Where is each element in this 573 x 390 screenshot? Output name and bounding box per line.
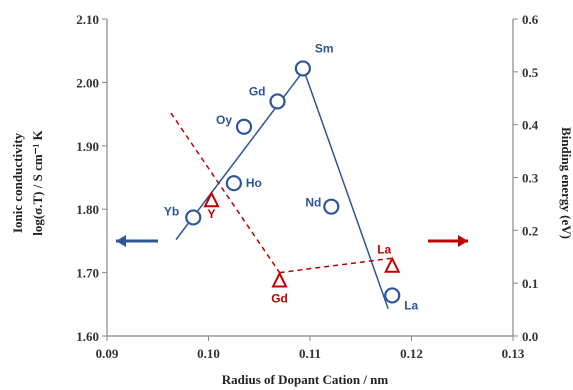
markers-group	[185, 60, 401, 304]
conductivity-point-label-sm: Sm	[315, 41, 334, 55]
y-right-tick-label: 0.2	[522, 223, 538, 238]
conductivity-trend-line	[303, 70, 389, 309]
x-tick-label: 0.13	[502, 346, 525, 361]
y-right-tick-label: 0.3	[522, 171, 539, 186]
y-right-axis-title: Binding energy (eV)	[559, 127, 573, 239]
y-left-tick-label: 1.60	[76, 329, 99, 344]
y-right-tick-label: 0.4	[522, 118, 539, 133]
binding-energy-point-y	[203, 190, 220, 208]
conductivity-point-nd	[323, 198, 340, 215]
y-left-axis-title-line2: log(σ.T) / S cm⁻¹ K	[30, 129, 45, 235]
conductivity-point-la	[384, 287, 401, 304]
conductivity-point-label-ho: Ho	[246, 176, 262, 190]
conductivity-point-oy	[235, 118, 253, 135]
y-left-tick-label: 1.70	[76, 266, 99, 281]
conductivity-point-label-oy: Oy	[216, 113, 232, 127]
conductivity-point-gd	[269, 93, 286, 110]
x-tick-label: 0.09	[96, 346, 119, 361]
binding-energy-point-label-gd: Gd	[271, 292, 288, 306]
binding-energy-point-gd	[271, 271, 288, 288]
conductivity-point-ho	[225, 175, 242, 192]
binding-energy-point-label-la: La	[377, 243, 391, 257]
y-right-tick-label: 0.1	[522, 276, 538, 291]
axis-indicator-arrow-head-right	[458, 235, 468, 247]
conductivity-point-yb	[185, 209, 202, 226]
y-right-tick-label: 0.6	[522, 12, 539, 27]
y-left-tick-label: 2.10	[76, 12, 99, 27]
conductivity-point-sm	[294, 60, 311, 77]
x-tick-label: 0.11	[299, 346, 321, 361]
conductivity-point-label-yb: Yb	[164, 204, 179, 218]
axes-group: 0.09 0.10 0.11 0.12 0.13 1.60 1.70 1.80 1.90 2.00…	[76, 12, 539, 361]
x-tick-label: 0.10	[197, 346, 220, 361]
y-left-axis-title-line1: Ionic conductivity	[10, 132, 25, 233]
y-left-tick-label: 1.90	[76, 139, 99, 154]
x-axis-title: Radius of Dopant Cation / nm	[222, 372, 389, 387]
binding-energy-point-la	[384, 256, 401, 273]
x-tick-label: 0.12	[400, 346, 423, 361]
y-right-tick-label: 0.0	[522, 329, 538, 344]
y-left-tick-label: 1.80	[76, 202, 99, 217]
y-right-tick-label: 0.5	[522, 65, 539, 80]
conductivity-point-label-gd: Gd	[249, 84, 266, 98]
axis-indicator-arrow-head-left	[116, 235, 126, 247]
conductivity-point-label-la: La	[404, 298, 418, 312]
binding-energy-trend-line	[279, 257, 392, 274]
point-labels-group: Yb Ho Oy Gd Sm Nd La Y Gd La	[116, 41, 468, 312]
binding-energy-point-label-y: Y	[208, 207, 216, 221]
conductivity-point-label-nd: Nd	[305, 196, 321, 210]
y-left-tick-label: 2.00	[76, 75, 99, 90]
